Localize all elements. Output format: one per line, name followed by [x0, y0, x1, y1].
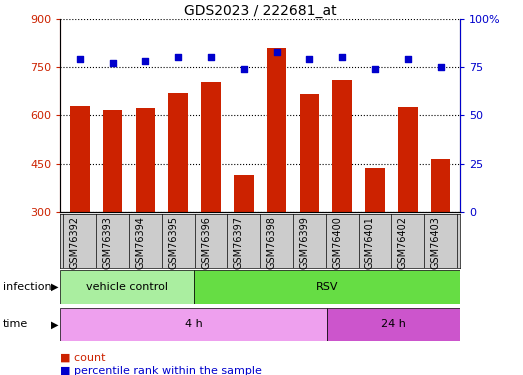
- Text: GSM76397: GSM76397: [234, 216, 244, 270]
- Point: [272, 49, 281, 55]
- Point: [207, 54, 215, 60]
- Bar: [365, 168, 385, 308]
- Text: ▶: ▶: [51, 320, 59, 329]
- Point: [76, 56, 84, 62]
- Point: [436, 64, 445, 70]
- Text: GSM76402: GSM76402: [398, 216, 408, 270]
- Text: GSM76399: GSM76399: [299, 216, 310, 269]
- Text: GSM76395: GSM76395: [168, 216, 178, 270]
- Bar: [60, 308, 327, 341]
- Text: infection: infection: [3, 282, 51, 292]
- Text: vehicle control: vehicle control: [86, 282, 168, 292]
- Point: [338, 54, 346, 60]
- Text: 24 h: 24 h: [381, 320, 406, 329]
- Bar: [398, 107, 417, 308]
- Bar: [327, 308, 460, 341]
- Text: time: time: [3, 320, 28, 329]
- Bar: [103, 111, 122, 308]
- Title: GDS2023 / 222681_at: GDS2023 / 222681_at: [184, 4, 336, 18]
- Text: GSM76393: GSM76393: [103, 216, 112, 269]
- Bar: [431, 159, 450, 308]
- Bar: [135, 108, 155, 308]
- Point: [174, 54, 183, 60]
- Bar: [300, 94, 319, 308]
- Bar: [168, 93, 188, 308]
- Text: ■ count: ■ count: [60, 353, 106, 363]
- Bar: [60, 270, 194, 304]
- Text: GSM76396: GSM76396: [201, 216, 211, 269]
- Text: GSM76392: GSM76392: [70, 216, 80, 270]
- Bar: [194, 270, 460, 304]
- Point: [404, 56, 412, 62]
- Text: GSM76403: GSM76403: [430, 216, 440, 269]
- Bar: [234, 175, 254, 308]
- Bar: [267, 48, 287, 308]
- Text: ■ percentile rank within the sample: ■ percentile rank within the sample: [60, 366, 262, 375]
- Bar: [332, 80, 352, 308]
- Point: [108, 60, 117, 66]
- Point: [371, 66, 379, 72]
- Text: ▶: ▶: [51, 282, 59, 292]
- Text: GSM76394: GSM76394: [135, 216, 145, 269]
- Point: [305, 56, 314, 62]
- Text: GSM76401: GSM76401: [365, 216, 375, 269]
- Text: GSM76398: GSM76398: [267, 216, 277, 269]
- Point: [240, 66, 248, 72]
- Text: GSM76400: GSM76400: [332, 216, 342, 269]
- Bar: [201, 82, 221, 308]
- Point: [141, 58, 150, 64]
- Text: 4 h: 4 h: [185, 320, 202, 329]
- Text: RSV: RSV: [315, 282, 338, 292]
- Bar: [70, 106, 89, 308]
